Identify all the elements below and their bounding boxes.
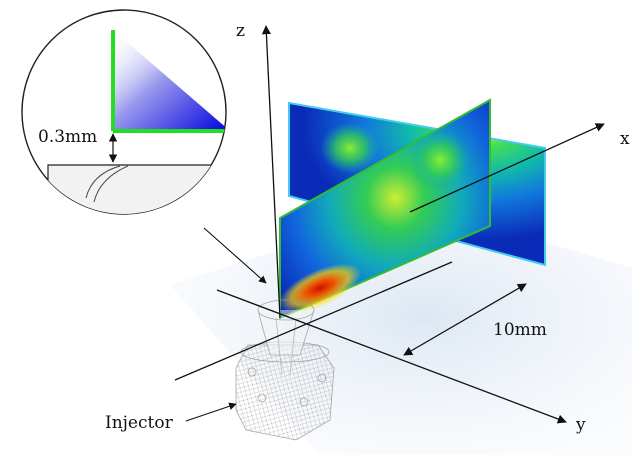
y-axis-arrow bbox=[216, 289, 567, 424]
z-axis-label: z bbox=[236, 21, 245, 41]
axis-line-diagonal bbox=[174, 261, 453, 381]
back-plane-green-lobe bbox=[320, 122, 380, 174]
y-axis-label: y bbox=[575, 415, 586, 435]
zoom-inset bbox=[21, 9, 227, 215]
cross-plane-green-lobe bbox=[410, 130, 470, 190]
x-axis-arrow bbox=[409, 123, 605, 213]
distance-arrow bbox=[403, 283, 527, 356]
gap-label: 0.3mm bbox=[38, 127, 97, 147]
cross-plane-hot-spot bbox=[279, 263, 361, 313]
x-axis-label: x bbox=[620, 129, 630, 149]
injector-label: Injector bbox=[105, 413, 174, 433]
z-axis-arrow bbox=[261, 25, 281, 319]
distance-label: 10mm bbox=[493, 320, 547, 340]
injector-model bbox=[235, 299, 335, 441]
injector-arrow bbox=[185, 402, 237, 422]
inset-wall-profile bbox=[47, 164, 226, 214]
inset-gradient-wedge bbox=[113, 30, 226, 131]
cross-field-plane bbox=[279, 98, 491, 320]
inset-leader-arrow bbox=[203, 227, 267, 284]
